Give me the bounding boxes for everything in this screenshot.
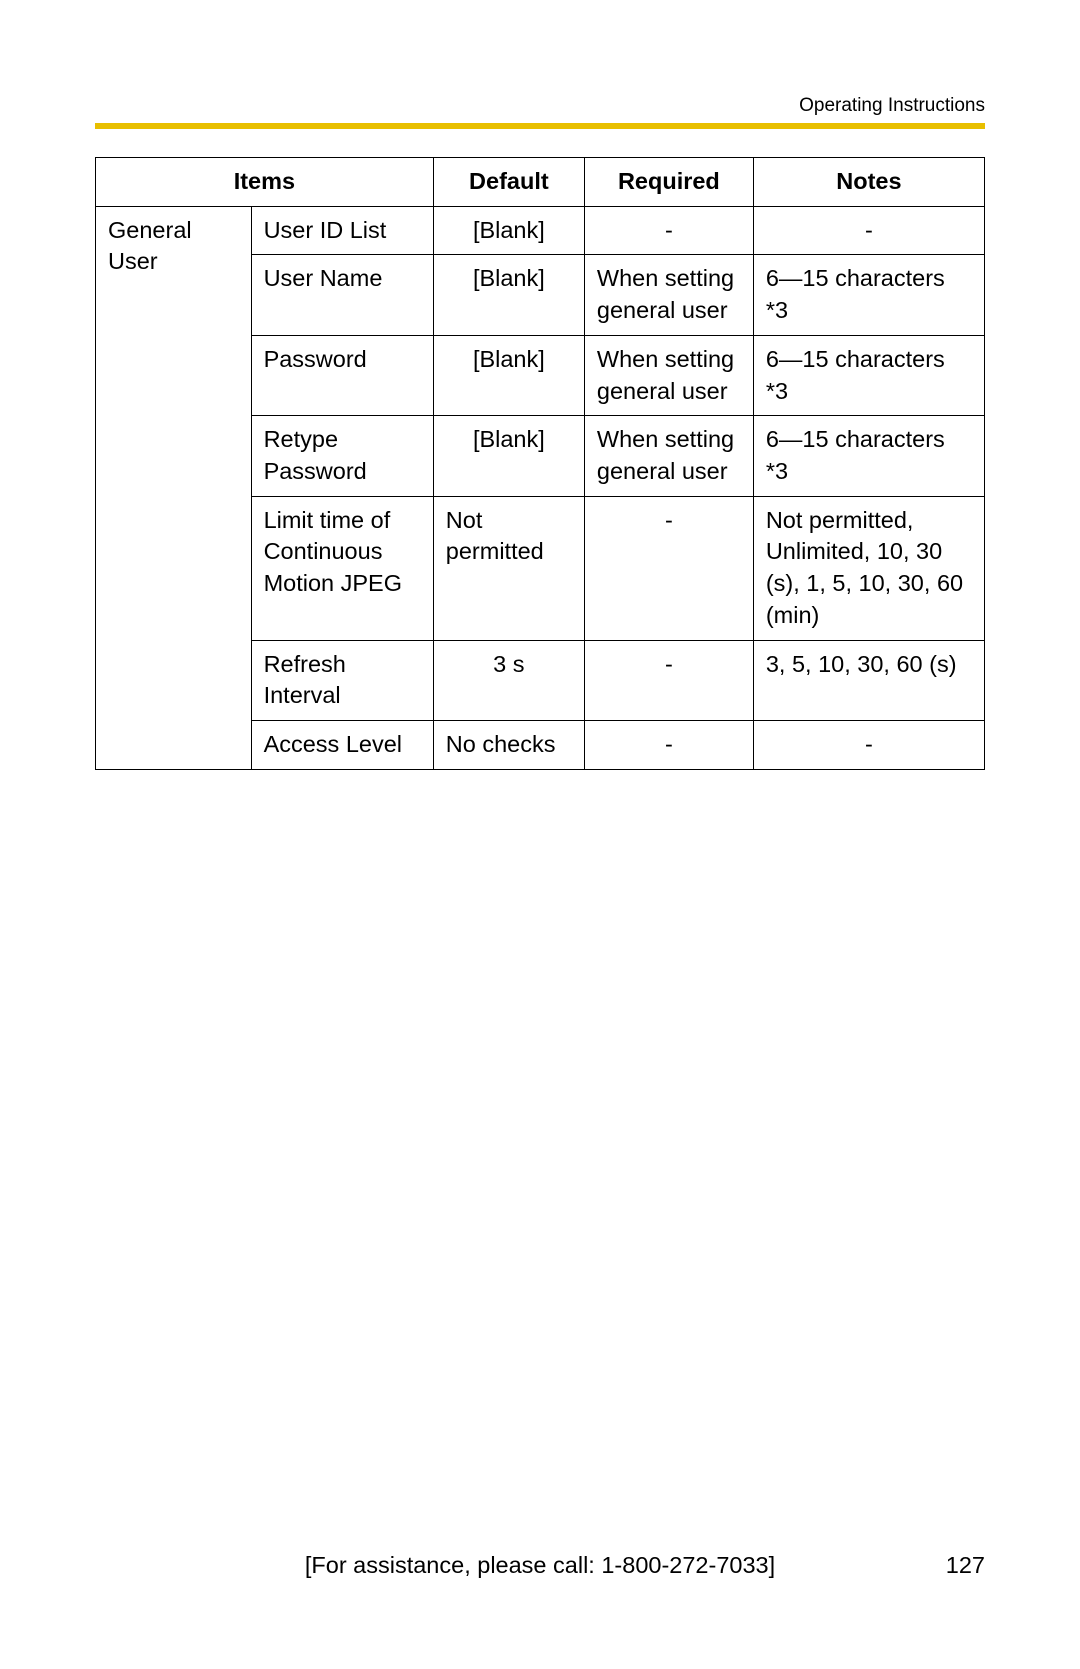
default-cell: 3 s	[433, 640, 584, 720]
required-cell: -	[584, 721, 753, 770]
required-cell: When setting general user	[584, 416, 753, 496]
notes-cell: 6—15 characters *3	[753, 255, 984, 335]
default-cell: [Blank]	[433, 416, 584, 496]
item-cell: Access Level	[251, 721, 433, 770]
default-cell: No checks	[433, 721, 584, 770]
default-cell: [Blank]	[433, 335, 584, 415]
col-header-default: Default	[433, 158, 584, 207]
notes-cell: 6—15 characters *3	[753, 416, 984, 496]
footer-assistance: [For assistance, please call: 1-800-272-…	[95, 1552, 985, 1579]
category-cell: General User	[96, 206, 252, 769]
required-cell: When setting general user	[584, 255, 753, 335]
table-row: General UserUser ID List[Blank]--	[96, 206, 985, 255]
required-cell: When setting general user	[584, 335, 753, 415]
required-cell: -	[584, 640, 753, 720]
footer-page-number: 127	[946, 1552, 985, 1579]
notes-cell: Not permitted, Unlimited, 10, 30 (s), 1,…	[753, 496, 984, 640]
default-cell: Not permitted	[433, 496, 584, 640]
notes-cell: -	[753, 206, 984, 255]
col-header-required: Required	[584, 158, 753, 207]
page-footer: [For assistance, please call: 1-800-272-…	[95, 1552, 985, 1579]
item-cell: Password	[251, 335, 433, 415]
table-header-row: Items Default Required Notes	[96, 158, 985, 207]
default-cell: [Blank]	[433, 255, 584, 335]
col-header-items: Items	[96, 158, 434, 207]
col-header-notes: Notes	[753, 158, 984, 207]
header-title: Operating Instructions	[95, 95, 985, 117]
notes-cell: 3, 5, 10, 30, 60 (s)	[753, 640, 984, 720]
item-cell: User ID List	[251, 206, 433, 255]
settings-table: Items Default Required Notes General Use…	[95, 157, 985, 770]
required-cell: -	[584, 206, 753, 255]
notes-cell: -	[753, 721, 984, 770]
item-cell: User Name	[251, 255, 433, 335]
item-cell: Limit time of Continuous Motion JPEG	[251, 496, 433, 640]
item-cell: Refresh Interval	[251, 640, 433, 720]
item-cell: Retype Password	[251, 416, 433, 496]
accent-bar	[95, 123, 985, 129]
notes-cell: 6—15 characters *3	[753, 335, 984, 415]
default-cell: [Blank]	[433, 206, 584, 255]
required-cell: -	[584, 496, 753, 640]
